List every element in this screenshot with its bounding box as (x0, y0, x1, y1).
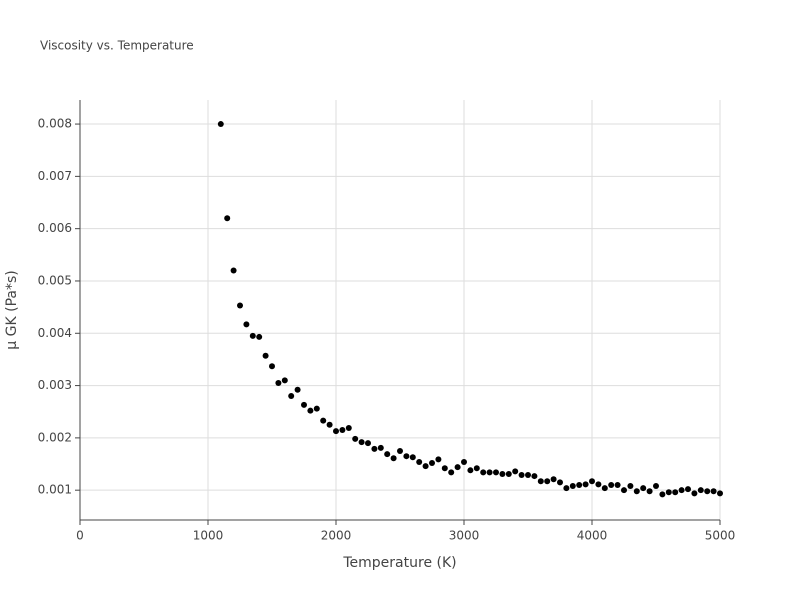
point (461, 458, 467, 465)
point (659, 491, 666, 498)
point (301, 401, 307, 408)
point (697, 487, 704, 494)
point (262, 352, 269, 359)
point (429, 459, 435, 466)
point (390, 455, 397, 462)
x-tick-label: 4000 (577, 529, 608, 543)
chart-title: Viscosity vs. Temperature (40, 39, 194, 53)
point (435, 456, 442, 463)
point (288, 393, 295, 400)
point (550, 476, 557, 483)
x-tick-label: 1000 (193, 529, 224, 543)
point (256, 333, 263, 340)
point (224, 215, 231, 222)
point (467, 467, 474, 474)
point (345, 424, 352, 431)
point (614, 481, 621, 488)
point (313, 405, 320, 412)
x-tick-label: 0 (76, 529, 84, 543)
y-tick-label: 0.006 (38, 221, 72, 235)
point (512, 468, 519, 475)
point (601, 485, 608, 492)
x-tick-label: 2000 (321, 529, 352, 543)
point (672, 489, 679, 496)
point (275, 379, 282, 386)
point (595, 481, 602, 488)
point (307, 407, 314, 414)
y-tick-label: 0.001 (38, 483, 72, 497)
point (537, 478, 544, 485)
point (493, 469, 499, 476)
x-tick-label: 5000 (705, 529, 736, 543)
point (365, 440, 371, 447)
y-tick-label: 0.005 (38, 273, 72, 287)
point (576, 481, 583, 488)
point (691, 490, 698, 497)
point (646, 488, 653, 495)
point (473, 465, 480, 472)
y-tick-label: 0.008 (38, 117, 72, 131)
point (384, 451, 391, 458)
point (397, 447, 403, 454)
point (582, 481, 589, 488)
point (237, 302, 243, 309)
point (563, 485, 570, 492)
point (621, 487, 627, 494)
point (505, 470, 512, 477)
point (640, 485, 647, 492)
point (685, 486, 691, 493)
point (589, 478, 595, 485)
y-tick-label: 0.002 (38, 430, 72, 444)
y-tick-label: 0.004 (38, 326, 72, 340)
point (627, 483, 634, 490)
point (377, 444, 384, 451)
x-axis-title: Temperature (K) (342, 555, 456, 571)
point (518, 472, 525, 479)
point (499, 470, 506, 477)
x-tick-label: 3000 (449, 529, 480, 543)
point (243, 321, 250, 328)
point (454, 464, 461, 471)
point (339, 427, 346, 434)
point (371, 445, 378, 452)
point (717, 490, 723, 497)
point (557, 479, 563, 486)
point (710, 488, 717, 495)
point (358, 439, 365, 446)
point (569, 483, 576, 490)
point (416, 458, 423, 465)
point (653, 483, 659, 490)
point (633, 488, 640, 495)
point (422, 463, 429, 470)
point (480, 469, 487, 476)
point (665, 489, 672, 496)
point (269, 363, 275, 370)
point (403, 453, 410, 460)
point (333, 428, 339, 435)
point (608, 481, 615, 488)
point (352, 435, 359, 442)
point (249, 332, 256, 339)
y-tick-label: 0.003 (38, 378, 72, 392)
point (678, 487, 685, 494)
point (544, 478, 551, 485)
point (704, 488, 711, 495)
point (441, 465, 448, 472)
point (281, 377, 288, 384)
point (531, 473, 538, 480)
point (230, 267, 237, 274)
point (294, 386, 301, 393)
y-tick-label: 0.007 (38, 169, 72, 183)
y-axis-title: μ GK (Pa*s) (4, 270, 20, 349)
point (326, 421, 333, 428)
point (320, 417, 327, 424)
point (448, 469, 455, 476)
point (525, 472, 531, 479)
point (217, 121, 224, 128)
point (409, 454, 416, 461)
point (486, 469, 493, 476)
